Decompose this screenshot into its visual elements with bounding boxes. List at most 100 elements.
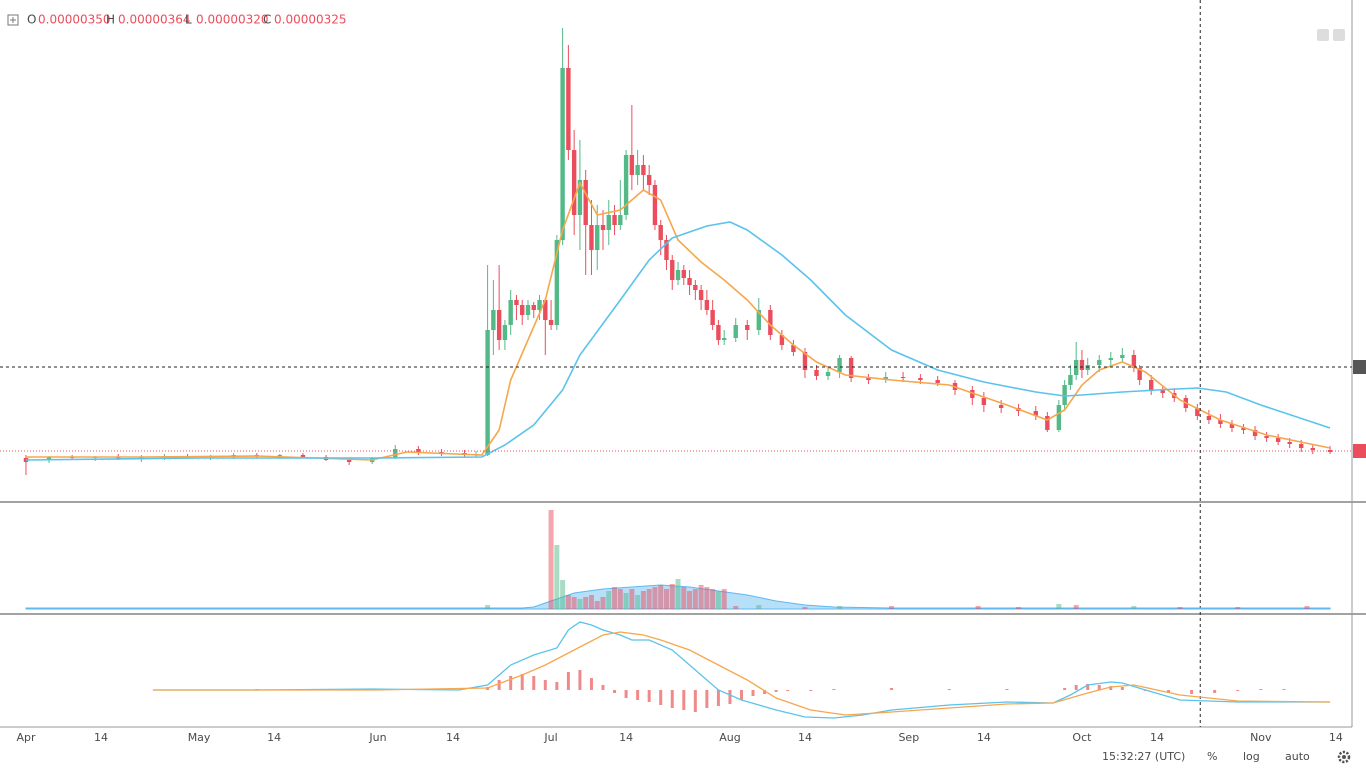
- candle-body: [554, 240, 560, 325]
- candle-body: [652, 185, 658, 225]
- candle-body: [543, 300, 548, 320]
- crosshair-price-label: [1353, 360, 1366, 374]
- candle-body: [589, 225, 594, 250]
- macd-histogram-bar: [890, 688, 894, 690]
- candle-body: [606, 215, 611, 230]
- moving-average-line: [25, 221, 1331, 461]
- candle-body: [646, 175, 652, 185]
- volume-bar: [577, 599, 583, 609]
- legend-header: O 0.00000350 H 0.00000364 L 0.00000320 C…: [7, 13, 347, 27]
- candle-body: [710, 310, 715, 325]
- macd-histogram-bar: [1005, 689, 1009, 690]
- candle-body: [675, 270, 681, 280]
- x-tick-label: 14: [798, 731, 812, 744]
- x-tick-label: 14: [267, 731, 281, 744]
- volume-bar: [1073, 605, 1079, 609]
- x-tick-label: Jun: [368, 731, 386, 744]
- macd-histogram-bar: [1063, 688, 1067, 690]
- volume-bar: [1131, 606, 1137, 609]
- candle-body: [981, 398, 987, 405]
- macd-histogram-bar: [947, 689, 951, 690]
- candle-body: [681, 270, 686, 278]
- x-tick-label: Jul: [543, 731, 557, 744]
- macd-line: [152, 621, 1331, 719]
- candle-body: [791, 345, 796, 352]
- volume-bar: [617, 589, 623, 609]
- ohlc-label: L: [185, 13, 192, 27]
- candle-body: [1079, 360, 1085, 370]
- volume-bar: [594, 601, 600, 609]
- candle-body: [1241, 428, 1246, 430]
- candle-body: [670, 260, 675, 280]
- candle-body: [1327, 450, 1333, 452]
- candle-body: [571, 150, 577, 215]
- candle-body: [1229, 424, 1235, 428]
- x-tick-label: Apr: [16, 731, 36, 744]
- volume-bar: [606, 591, 612, 609]
- candle-body: [1299, 444, 1304, 448]
- x-tick-label: Sep: [898, 731, 919, 744]
- candle-body: [900, 377, 906, 378]
- ohlc-value: 0.00000364: [118, 13, 191, 27]
- candle-body: [496, 310, 502, 340]
- macd-histogram-bar: [647, 690, 651, 702]
- macd-histogram-bar: [578, 670, 582, 690]
- log-toggle[interactable]: log: [1243, 750, 1260, 763]
- auto-toggle[interactable]: auto: [1285, 750, 1310, 763]
- candle-body: [693, 285, 698, 290]
- volume-bar: [698, 585, 704, 609]
- volume-bar: [733, 606, 739, 609]
- candle-body: [525, 305, 531, 315]
- volume-bar: [612, 587, 618, 609]
- candle-body: [1310, 448, 1315, 450]
- candle-body: [733, 325, 738, 338]
- macd-histogram-bar: [705, 690, 709, 708]
- candle-body: [1056, 405, 1062, 430]
- candle-body: [577, 180, 583, 215]
- macd-histogram-bar: [774, 690, 778, 692]
- macd-histogram-bar: [693, 690, 697, 712]
- pane-button[interactable]: [1317, 29, 1329, 41]
- macd-histogram-bar: [1190, 690, 1194, 694]
- macd-histogram-bar: [1109, 686, 1113, 690]
- volume-bar: [687, 591, 693, 609]
- candle-body: [537, 300, 542, 310]
- macd-histogram-bar: [763, 690, 767, 694]
- ohlc-value: 0.00000320: [196, 13, 269, 27]
- candle-body: [485, 330, 490, 455]
- volume-bar: [710, 589, 716, 609]
- volume-bar: [1015, 607, 1021, 609]
- candle-body: [560, 68, 565, 240]
- candle-body: [1148, 380, 1154, 390]
- candle-body: [687, 278, 692, 285]
- candle-body: [1275, 438, 1281, 442]
- volume-bar: [675, 579, 681, 609]
- x-tick-label: 14: [446, 731, 460, 744]
- macd-histogram-bar: [1213, 690, 1217, 693]
- pane-button[interactable]: [1333, 29, 1345, 41]
- candle-body: [548, 320, 554, 325]
- candle-body: [745, 325, 750, 330]
- macd-histogram-bar: [509, 676, 513, 690]
- macd-histogram-bar: [1120, 687, 1124, 690]
- panes: Apr 14 May 14 Jun 14 Jul 14 Aug 14 Sep 14 Oct 14 Nov 14: [0, 0, 1366, 744]
- volume-bar: [588, 595, 594, 609]
- candle-body: [1068, 375, 1073, 385]
- expand-icon[interactable]: [7, 14, 19, 26]
- settings-icon[interactable]: [1337, 750, 1351, 764]
- macd-histogram-bar: [751, 690, 755, 696]
- candle-body: [1252, 430, 1258, 436]
- settings-gear[interactable]: [1337, 750, 1351, 764]
- volume-bar: [635, 595, 641, 609]
- candle-body: [814, 370, 819, 376]
- macd-histogram-bar: [589, 678, 593, 690]
- percent-toggle[interactable]: %: [1207, 750, 1217, 763]
- macd-histogram-bar: [832, 689, 836, 690]
- volume-bar: [715, 591, 721, 609]
- volume-bar: [1304, 606, 1310, 609]
- x-tick-label: 14: [94, 731, 108, 744]
- macd-histogram-bar: [728, 690, 732, 704]
